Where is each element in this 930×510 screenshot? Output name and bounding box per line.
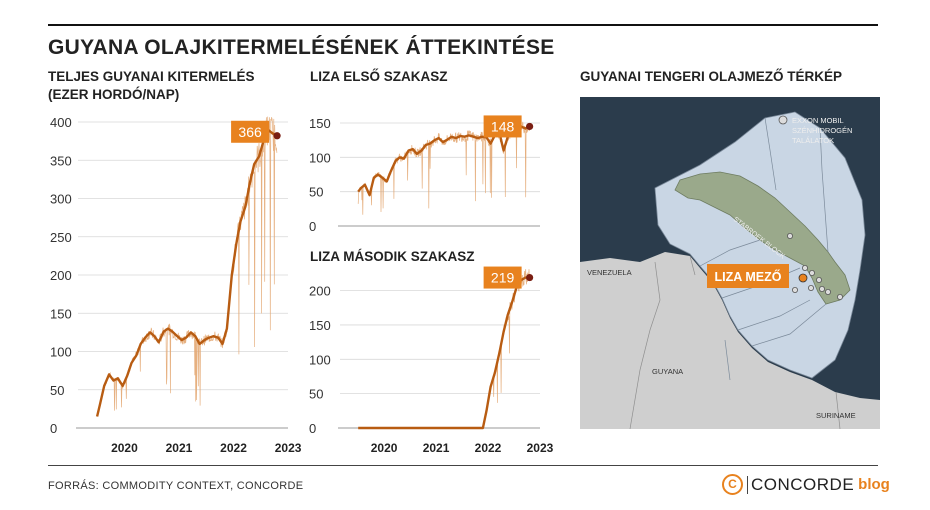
top-rule <box>48 24 878 26</box>
phase2-ytick-label: 0 <box>309 421 316 436</box>
total-ytick-label: 250 <box>50 230 72 245</box>
brand-logo: C CONCORDE blog <box>722 474 890 495</box>
total-ytick-label: 100 <box>50 345 72 360</box>
legend-marker <box>778 115 788 125</box>
liza-phase2-chart: 200 150 100 50 0 219 2020 2021 2022 2023 <box>309 266 554 455</box>
total-ytick-label: 0 <box>50 421 57 436</box>
total-production-chart: 400 350 300 250 200 150 100 50 0 366 2020 2021 2022 2… <box>50 115 302 455</box>
phase1-ytick-label: 50 <box>309 185 323 200</box>
phase2-xtick-label: 2022 <box>475 441 502 455</box>
liza-field-label: LIZA MEZŐ <box>715 269 782 284</box>
guyana-label: GUYANA <box>652 367 683 376</box>
phase2-chart-title: LIZA MÁSODIK SZAKASZ <box>310 249 475 264</box>
total-ytick-label: 50 <box>50 383 64 398</box>
total-last-point <box>273 132 281 140</box>
total-xtick-label: 2021 <box>166 441 193 455</box>
phase1-last-label-box <box>483 115 522 138</box>
phase2-daily-series <box>358 269 530 429</box>
brand-name: CONCORDE <box>751 474 855 494</box>
phase2-last-label: 219 <box>491 270 515 286</box>
offshore-map: LIZA MEZŐ STABROEK BLOCK EXXON MOBIL SZÉ… <box>580 97 880 430</box>
total-daily-series <box>96 116 278 417</box>
phase2-last-point <box>526 273 534 282</box>
total-smoothed-series <box>95 128 278 417</box>
liza-field-marker <box>798 273 808 283</box>
total-xtick-label: 2022 <box>220 441 247 455</box>
total-chart-title-line1: TELJES GUYANAI KITERMELÉS <box>48 69 255 84</box>
total-ytick-label: 350 <box>50 153 72 168</box>
phase1-ytick-label: 100 <box>309 150 331 165</box>
total-chart-title: TELJES GUYANAI KITERMELÉS (EZER HORDÓ/NA… <box>48 68 255 104</box>
discovery-markers <box>787 232 844 300</box>
phase1-ytick-label: 150 <box>309 116 331 131</box>
phase2-ytick-label: 50 <box>309 387 323 402</box>
total-last-label: 366 <box>238 124 262 140</box>
phase2-ytick-label: 150 <box>309 318 331 333</box>
source-note: FORRÁS: COMMODITY CONTEXT, CONCORDE <box>48 480 304 492</box>
phase2-xtick-label: 2020 <box>371 441 398 455</box>
brand-c-icon: C <box>722 474 743 495</box>
legend-line2: SZÉNHIDROGÉN <box>792 126 852 135</box>
phase1-smoothed-series <box>357 125 531 197</box>
liza-field-label-box <box>707 264 789 288</box>
total-xtick-label: 2020 <box>111 441 138 455</box>
phase2-smoothed-series <box>358 276 530 430</box>
total-xtick-label: 2023 <box>275 441 302 455</box>
phase1-last-point <box>526 122 534 131</box>
phase2-last-label-box <box>483 266 522 289</box>
total-ytick-label: 200 <box>50 268 72 283</box>
phase1-last-label: 148 <box>491 118 515 134</box>
total-ytick-label: 400 <box>50 115 72 130</box>
brand-divider <box>747 475 748 494</box>
map-title: GUYANAI TENGERI OLAJMEZŐ TÉRKÉP <box>580 69 843 84</box>
phase1-ytick-label: 0 <box>309 219 316 234</box>
land-borders <box>629 255 841 430</box>
brand-blog: blog <box>858 476 890 493</box>
bottom-rule <box>48 465 878 466</box>
phase1-chart-title: LIZA ELSŐ SZAKASZ <box>310 69 448 84</box>
legend-line1: EXXON MOBIL <box>792 116 844 125</box>
venezuela-label: VENEZUELA <box>587 268 632 277</box>
liza-phase1-chart: 150 100 50 0 148 <box>309 115 540 234</box>
phase2-xtick-label: 2023 <box>527 441 554 455</box>
phase2-ytick-label: 100 <box>309 352 331 367</box>
suriname-label: SURINAME <box>816 411 856 420</box>
total-ytick-label: 300 <box>50 192 72 207</box>
legend-line3: TALÁLATOK <box>792 136 834 145</box>
total-last-label-box <box>231 120 270 143</box>
phase2-xtick-label: 2021 <box>423 441 450 455</box>
map-land <box>580 252 880 429</box>
total-chart-title-line2: (EZER HORDÓ/NAP) <box>48 87 180 102</box>
phase2-ytick-label: 200 <box>309 284 331 299</box>
page-title: GUYANA OLAJKITERMELÉSÉNEK ÁTTEKINTÉSE <box>48 36 555 59</box>
stabroek-block <box>674 171 851 305</box>
total-ytick-label: 150 <box>50 306 72 321</box>
